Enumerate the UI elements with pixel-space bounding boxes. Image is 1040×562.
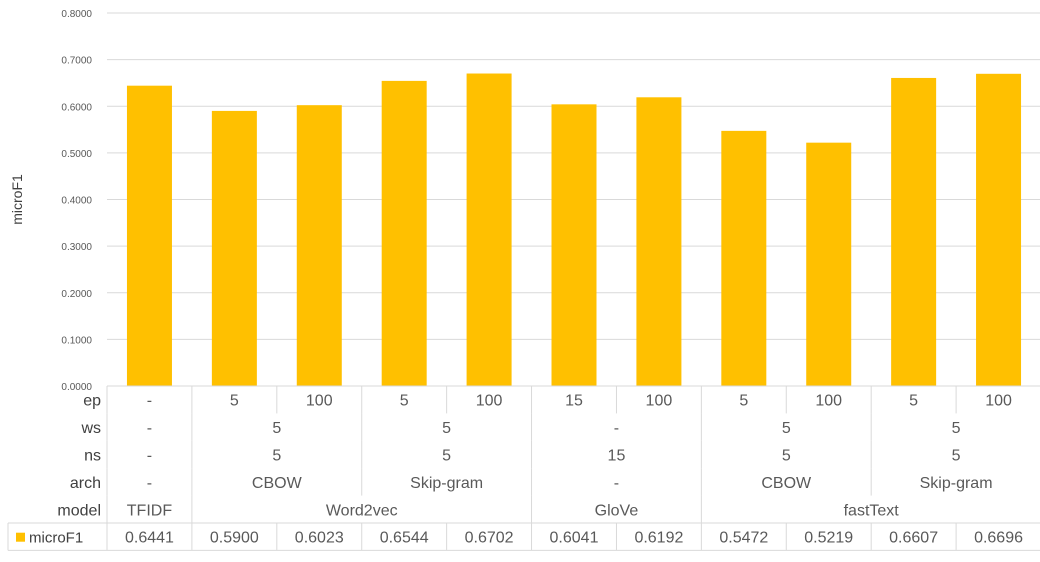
category-label: 5 [952,448,961,465]
category-label: 5 [909,393,918,410]
y-tick-label: 0.7000 [61,56,92,67]
category-level-label: arch [70,475,101,492]
category-level-label: ws [80,420,101,437]
data-table-value: 0.6041 [550,530,599,547]
data-table-value: 0.6544 [380,530,429,547]
data-table-value: 0.6702 [465,530,514,547]
bar [806,142,852,386]
category-label: Word2vec [326,502,398,519]
category-label: 5 [952,420,961,437]
bar [636,97,682,386]
data-table-value: 0.6023 [295,530,344,547]
category-label: GloVe [595,502,639,519]
category-label: 15 [608,448,626,465]
y-tick-label: 0.1000 [61,335,92,346]
bar [296,105,342,387]
category-label: Skip-gram [920,475,993,492]
category-label: fastText [844,502,900,519]
bar [381,80,427,387]
y-tick-label: 0.4000 [61,196,92,207]
category-label: CBOW [252,475,303,492]
category-label: Skip-gram [410,475,483,492]
category-label: 100 [476,393,503,410]
category-label: 5 [272,448,281,465]
bar [466,73,512,386]
category-level-label: model [57,502,101,519]
bar [126,85,172,386]
category-label: 5 [230,393,239,410]
category-label: 5 [442,448,451,465]
category-level-label: ep [83,393,101,410]
category-label: - [147,448,152,465]
category-label: 5 [442,420,451,437]
data-table-value: 0.6696 [974,530,1023,547]
y-tick-label: 0.2000 [61,289,92,300]
category-label: 100 [306,393,333,410]
category-label: 100 [815,393,842,410]
category-label: 5 [739,393,748,410]
category-label: 100 [646,393,673,410]
category-level-label: ns [84,448,101,465]
bar [721,130,767,386]
category-label: 15 [565,393,583,410]
category-label: - [614,420,619,437]
category-label: 5 [272,420,281,437]
y-tick-label: 0.5000 [61,149,92,160]
bar [891,77,937,387]
legend-label: microF1 [29,530,83,547]
data-table-value: 0.5219 [804,530,853,547]
category-label: - [147,393,152,410]
category-label: 100 [985,393,1012,410]
data-table-value: 0.6607 [889,530,938,547]
y-axis-title: microF1 [9,174,25,225]
bar [211,110,257,386]
category-label: 5 [782,448,791,465]
legend-swatch [16,532,25,542]
category-label: - [147,475,152,492]
data-table-value: 0.6441 [125,530,174,547]
data-table-value: 0.6192 [634,530,683,547]
category-label: 5 [400,393,409,410]
category-label: - [614,475,619,492]
category-label: TFIDF [127,502,173,519]
category-label: 5 [782,420,791,437]
y-tick-label: 0.3000 [61,242,92,253]
category-label: CBOW [761,475,812,492]
y-tick-label: 0.0000 [61,382,92,393]
bar [551,104,597,386]
bar [976,73,1022,386]
data-table-value: 0.5472 [719,530,768,547]
data-table-value: 0.5900 [210,530,259,547]
category-label: - [147,420,152,437]
y-tick-label: 0.6000 [61,102,92,113]
y-tick-label: 0.8000 [61,9,92,20]
